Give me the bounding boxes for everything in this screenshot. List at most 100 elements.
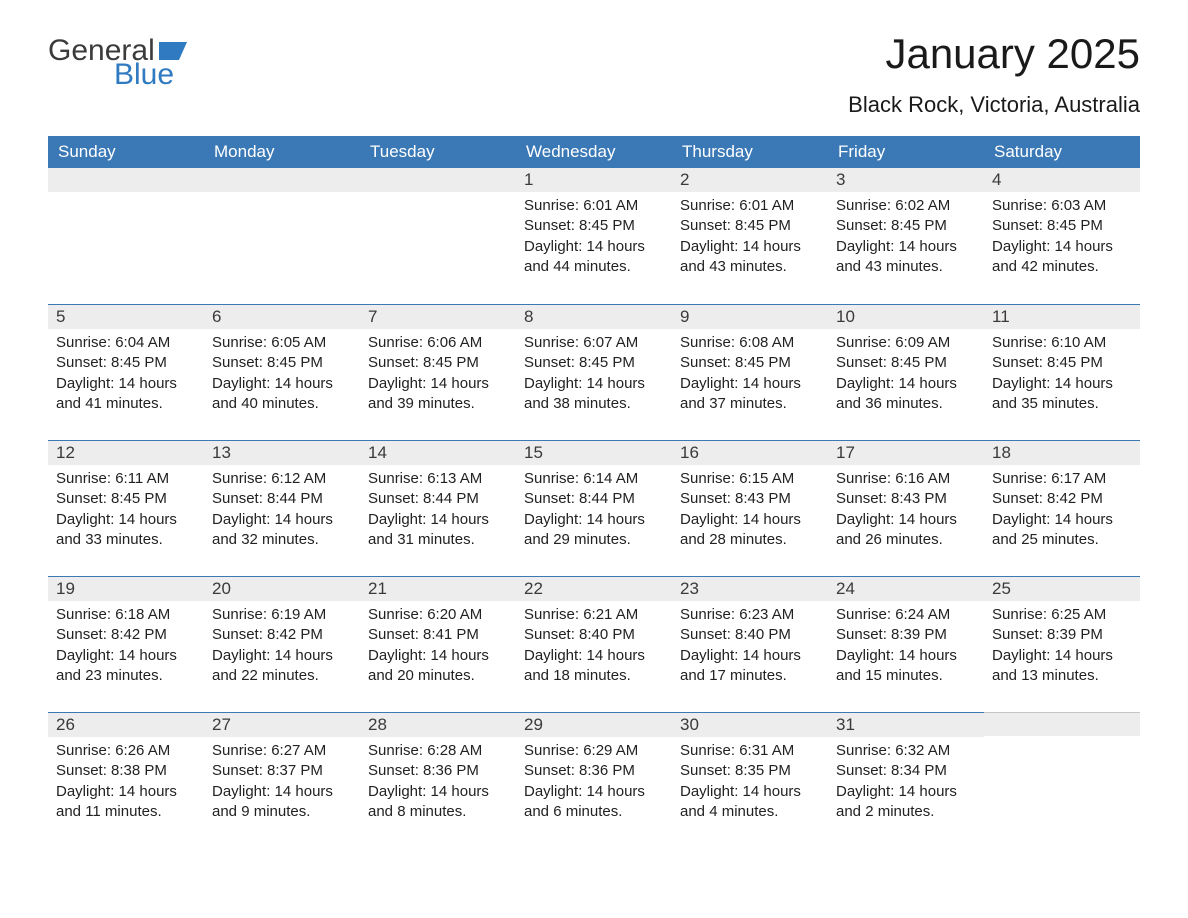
sunset-text: Sunset: 8:39 PM xyxy=(992,625,1132,645)
sunrise-text: Sunrise: 6:32 AM xyxy=(836,741,976,761)
sunrise-text: Sunrise: 6:31 AM xyxy=(680,741,820,761)
sunset-text: Sunset: 8:44 PM xyxy=(524,489,664,509)
sunset-text: Sunset: 8:38 PM xyxy=(56,761,196,781)
daylight-text: Daylight: 14 hours and 38 minutes. xyxy=(524,374,664,415)
sunset-text: Sunset: 8:45 PM xyxy=(992,216,1132,236)
calendar-day-cell: 4 Sunrise: 6:03 AMSunset: 8:45 PMDaylight… xyxy=(984,168,1140,304)
sunset-text: Sunset: 8:45 PM xyxy=(680,216,820,236)
day-body: Sunrise: 6:11 AMSunset: 8:45 PMDaylight:… xyxy=(48,465,204,558)
day-number: 15 xyxy=(524,443,543,462)
sunrise-text: Sunrise: 6:27 AM xyxy=(212,741,352,761)
day-number: 21 xyxy=(368,579,387,598)
day-number-bar: 12 xyxy=(48,440,204,465)
weekday-header: Monday xyxy=(204,136,360,168)
day-body: Sunrise: 6:29 AMSunset: 8:36 PMDaylight:… xyxy=(516,737,672,830)
day-number: 12 xyxy=(56,443,75,462)
daylight-text: Daylight: 14 hours and 6 minutes. xyxy=(524,782,664,823)
day-number-bar: 31 xyxy=(828,712,984,737)
calendar-day-cell: 14 Sunrise: 6:13 AMSunset: 8:44 PMDayligh… xyxy=(360,440,516,576)
daylight-text: Daylight: 14 hours and 41 minutes. xyxy=(56,374,196,415)
sunrise-text: Sunrise: 6:06 AM xyxy=(368,333,508,353)
calendar-day-cell: 25Sunrise: 6:25 AMSunset: 8:39 PMDayligh… xyxy=(984,576,1140,712)
day-body: Sunrise: 6:01 AMSunset: 8:45 PMDaylight:… xyxy=(516,192,672,285)
daylight-text: Daylight: 14 hours and 2 minutes. xyxy=(836,782,976,823)
day-body: Sunrise: 6:05 AMSunset: 8:45 PMDaylight:… xyxy=(204,329,360,422)
sunrise-text: Sunrise: 6:03 AM xyxy=(992,196,1132,216)
day-number-bar: 9 xyxy=(672,304,828,329)
calendar-day-cell: 6 Sunrise: 6:05 AMSunset: 8:45 PMDaylight… xyxy=(204,304,360,440)
daylight-text: Daylight: 14 hours and 40 minutes. xyxy=(212,374,352,415)
sunset-text: Sunset: 8:45 PM xyxy=(992,353,1132,373)
day-body: Sunrise: 6:06 AMSunset: 8:45 PMDaylight:… xyxy=(360,329,516,422)
day-number-bar: 8 xyxy=(516,304,672,329)
day-number: 3 xyxy=(836,170,845,189)
day-number: 4 xyxy=(992,170,1001,189)
sunset-text: Sunset: 8:42 PM xyxy=(992,489,1132,509)
calendar-day-cell: 15Sunrise: 6:14 AMSunset: 8:44 PMDayligh… xyxy=(516,440,672,576)
day-number-bar: 28 xyxy=(360,712,516,737)
logo: General Blue xyxy=(48,36,187,90)
sunset-text: Sunset: 8:36 PM xyxy=(524,761,664,781)
calendar-week-row: 26Sunrise: 6:26 AMSunset: 8:38 PMDayligh… xyxy=(48,712,1140,848)
day-body: Sunrise: 6:21 AMSunset: 8:40 PMDaylight:… xyxy=(516,601,672,694)
calendar-day-cell: 5Sunrise: 6:04 AMSunset: 8:45 PMDaylight… xyxy=(48,304,204,440)
daylight-text: Daylight: 14 hours and 23 minutes. xyxy=(56,646,196,687)
daylight-text: Daylight: 14 hours and 33 minutes. xyxy=(56,510,196,551)
sunset-text: Sunset: 8:36 PM xyxy=(368,761,508,781)
daylight-text: Daylight: 14 hours and 42 minutes. xyxy=(992,237,1132,278)
daylight-text: Daylight: 14 hours and 13 minutes. xyxy=(992,646,1132,687)
calendar-week-row: 12 Sunrise: 6:11 AMSunset: 8:45 PMDayligh… xyxy=(48,440,1140,576)
daylight-text: Daylight: 14 hours and 9 minutes. xyxy=(212,782,352,823)
day-number-bar: 20 xyxy=(204,576,360,601)
day-number-bar: 30 xyxy=(672,712,828,737)
day-number: 26 xyxy=(56,715,75,734)
daylight-text: Daylight: 14 hours and 15 minutes. xyxy=(836,646,976,687)
sunset-text: Sunset: 8:42 PM xyxy=(56,625,196,645)
day-number-bar: 5 xyxy=(48,304,204,329)
calendar-day-cell: 17Sunrise: 6:16 AMSunset: 8:43 PMDayligh… xyxy=(828,440,984,576)
daylight-text: Daylight: 14 hours and 43 minutes. xyxy=(680,237,820,278)
sunrise-text: Sunrise: 6:25 AM xyxy=(992,605,1132,625)
day-body: Sunrise: 6:19 AMSunset: 8:42 PMDaylight:… xyxy=(204,601,360,694)
day-number-bar: 3 xyxy=(828,168,984,192)
sunrise-text: Sunrise: 6:17 AM xyxy=(992,469,1132,489)
day-number: 5 xyxy=(56,307,65,326)
day-number: 18 xyxy=(992,443,1011,462)
day-body: Sunrise: 6:13 AMSunset: 8:44 PMDaylight:… xyxy=(360,465,516,558)
sunset-text: Sunset: 8:45 PM xyxy=(836,353,976,373)
calendar-day-cell: 16Sunrise: 6:15 AMSunset: 8:43 PMDayligh… xyxy=(672,440,828,576)
day-number-bar: 29 xyxy=(516,712,672,737)
calendar-day-cell: 20 Sunrise: 6:19 AMSunset: 8:42 PMDayligh… xyxy=(204,576,360,712)
title-block: January 2025 Black Rock, Victoria, Austr… xyxy=(848,30,1140,118)
daylight-text: Daylight: 14 hours and 35 minutes. xyxy=(992,374,1132,415)
day-number: 14 xyxy=(368,443,387,462)
day-number: 8 xyxy=(524,307,533,326)
daylight-text: Daylight: 14 hours and 28 minutes. xyxy=(680,510,820,551)
sunset-text: Sunset: 8:40 PM xyxy=(524,625,664,645)
daylight-text: Daylight: 14 hours and 8 minutes. xyxy=(368,782,508,823)
day-number-bar: 25 xyxy=(984,576,1140,601)
sunrise-text: Sunrise: 6:02 AM xyxy=(836,196,976,216)
day-number-bar: 6 xyxy=(204,304,360,329)
day-body: Sunrise: 6:15 AMSunset: 8:43 PMDaylight:… xyxy=(672,465,828,558)
page-header: General Blue January 2025 Black Rock, Vi… xyxy=(48,30,1140,118)
day-number: 6 xyxy=(212,307,221,326)
calendar-day-cell: 11Sunrise: 6:10 AMSunset: 8:45 PMDayligh… xyxy=(984,304,1140,440)
sunset-text: Sunset: 8:43 PM xyxy=(836,489,976,509)
day-body: Sunrise: 6:20 AMSunset: 8:41 PMDaylight:… xyxy=(360,601,516,694)
day-number-bar: 7 xyxy=(360,304,516,329)
day-body: Sunrise: 6:25 AMSunset: 8:39 PMDaylight:… xyxy=(984,601,1140,694)
calendar-day-cell: 8Sunrise: 6:07 AMSunset: 8:45 PMDaylight… xyxy=(516,304,672,440)
calendar-day-cell: 30Sunrise: 6:31 AMSunset: 8:35 PMDayligh… xyxy=(672,712,828,848)
sunset-text: Sunset: 8:45 PM xyxy=(56,353,196,373)
day-number: 20 xyxy=(212,579,231,598)
sunset-text: Sunset: 8:45 PM xyxy=(836,216,976,236)
calendar-day-cell: 9Sunrise: 6:08 AMSunset: 8:45 PMDaylight… xyxy=(672,304,828,440)
sunrise-text: Sunrise: 6:10 AM xyxy=(992,333,1132,353)
day-body: Sunrise: 6:27 AMSunset: 8:37 PMDaylight:… xyxy=(204,737,360,830)
day-number-bar xyxy=(204,168,360,192)
day-number-bar: 16 xyxy=(672,440,828,465)
calendar-day-cell: 22Sunrise: 6:21 AMSunset: 8:40 PMDayligh… xyxy=(516,576,672,712)
sunset-text: Sunset: 8:35 PM xyxy=(680,761,820,781)
sunset-text: Sunset: 8:45 PM xyxy=(212,353,352,373)
